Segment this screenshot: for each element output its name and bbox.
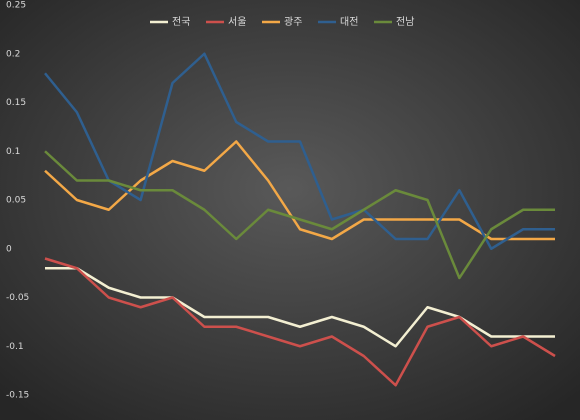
legend-label: 서울: [228, 16, 246, 28]
series-line: [44, 257, 556, 387]
y-tick-label: 0.2: [6, 49, 20, 59]
series-line: [44, 52, 555, 250]
y-tick-label: -0.15: [6, 391, 29, 401]
legend-label: 전남: [396, 16, 414, 28]
y-tick-label: 0.15: [6, 98, 26, 108]
y-tick-label: 0.25: [6, 1, 26, 11]
y-tick-label: 0: [6, 244, 12, 254]
series-line: [45, 267, 555, 348]
y-tick-label: 0.1: [6, 147, 20, 157]
y-tick-label: -0.05: [6, 293, 29, 303]
y-tick-label: -0.1: [6, 342, 24, 352]
y-tick-label: 0.05: [6, 196, 26, 206]
legend-label: 전국: [172, 16, 190, 28]
series-line: [44, 150, 555, 280]
series-line: [44, 140, 555, 241]
legend-label: 광주: [284, 16, 302, 28]
legend-label: 대전: [340, 16, 358, 28]
